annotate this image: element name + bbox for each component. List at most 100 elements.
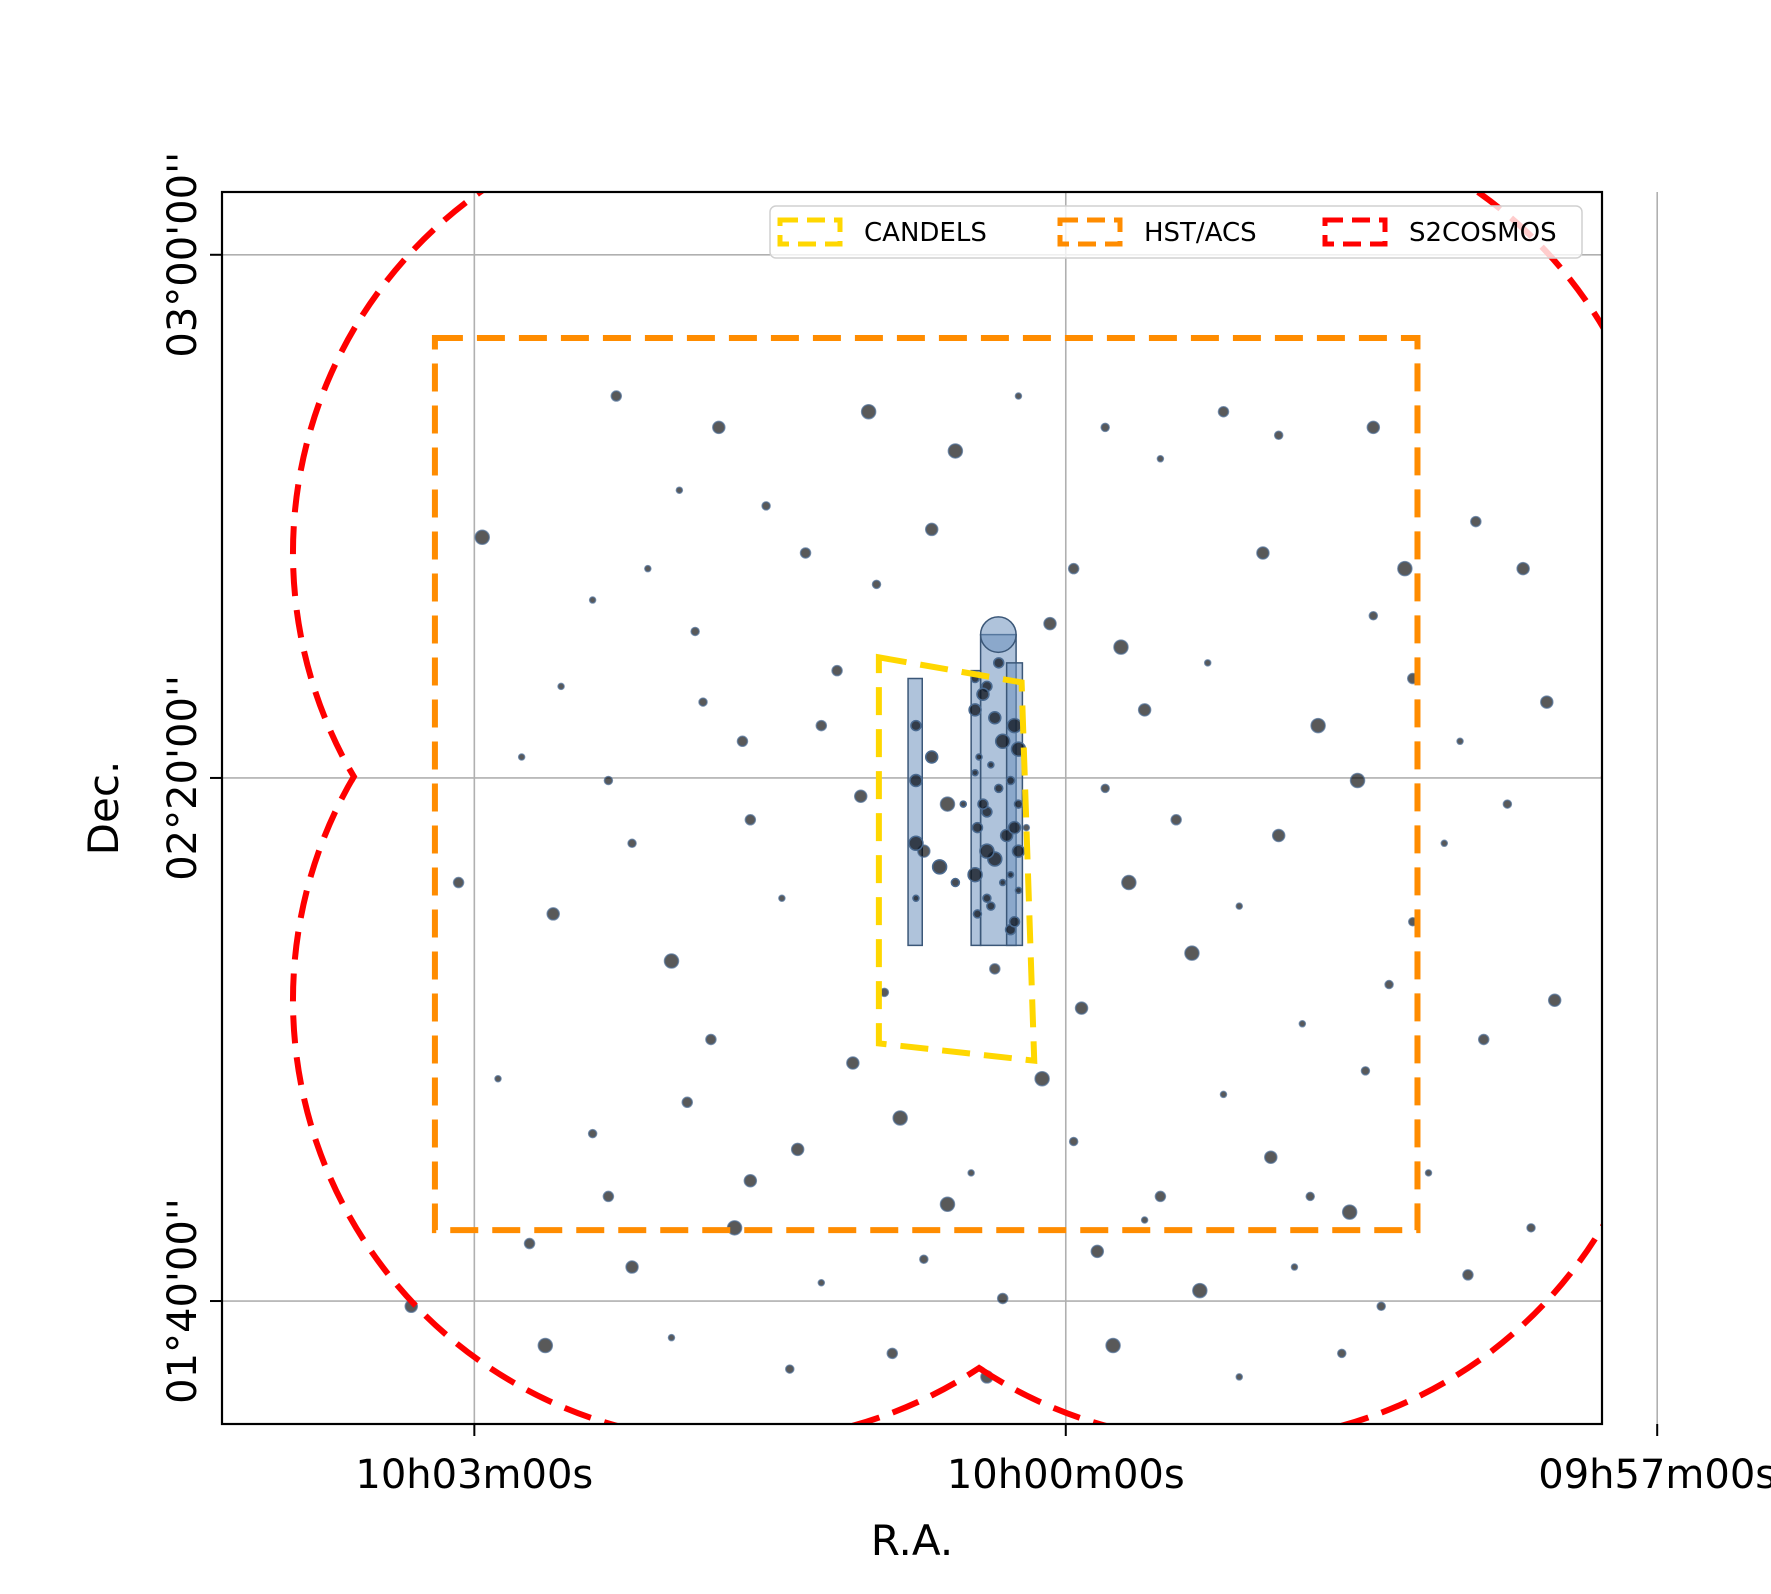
data-point xyxy=(1022,823,1031,832)
data-point xyxy=(831,664,843,677)
cluster-point xyxy=(1008,916,1021,928)
data-point xyxy=(1264,1150,1278,1164)
x-tick-label: 10h03m00s xyxy=(355,1452,593,1498)
region-hst-acs xyxy=(431,334,1421,1234)
data-point xyxy=(1184,945,1200,961)
cluster-point xyxy=(977,798,989,810)
cluster-point xyxy=(909,773,923,788)
cluster-point xyxy=(1006,717,1023,734)
data-point xyxy=(924,522,939,537)
plot-area xyxy=(290,192,1602,1424)
cluster-point xyxy=(993,783,1004,794)
data-point xyxy=(785,1364,795,1374)
data-point xyxy=(675,486,684,494)
data-point xyxy=(602,1190,615,1203)
data-point xyxy=(1397,560,1413,577)
data-point xyxy=(681,1096,694,1109)
data-point xyxy=(799,547,812,559)
region-candels xyxy=(875,653,1038,1065)
data-point xyxy=(712,420,726,435)
data-point xyxy=(474,529,490,546)
cluster-point xyxy=(998,878,1007,887)
data-point xyxy=(663,953,680,969)
cluster-point xyxy=(910,719,922,732)
data-point xyxy=(947,443,964,459)
cluster-point xyxy=(987,761,995,769)
data-point xyxy=(1043,616,1057,631)
cluster-point xyxy=(979,843,995,859)
cluster-point xyxy=(1007,820,1022,835)
data-point xyxy=(1154,1190,1167,1203)
data-point xyxy=(1068,1136,1079,1147)
data-point xyxy=(736,735,749,748)
cluster-point xyxy=(931,859,948,875)
data-point xyxy=(690,626,700,637)
x-tick-label: 10h00m00s xyxy=(947,1452,1185,1498)
data-point xyxy=(761,501,771,511)
data-point xyxy=(1516,561,1530,576)
data-point xyxy=(1337,1348,1347,1359)
data-point xyxy=(1470,515,1482,528)
data-point xyxy=(1368,610,1379,621)
data-point xyxy=(1384,979,1394,990)
data-point xyxy=(1217,405,1230,418)
data-point xyxy=(1305,1191,1315,1202)
data-point xyxy=(817,1279,826,1287)
data-point xyxy=(1203,659,1212,667)
cluster-point xyxy=(912,894,920,902)
cluster-point xyxy=(967,866,983,883)
data-point xyxy=(523,1237,536,1250)
y-tick-label: 02°20'00'' xyxy=(160,675,206,881)
x-axis-label: R.A. xyxy=(871,1516,953,1565)
cluster-point xyxy=(924,750,939,764)
data-point xyxy=(1477,1033,1490,1046)
data-point xyxy=(1366,420,1381,435)
legend-swatch xyxy=(1057,217,1123,247)
cluster-point xyxy=(950,877,961,888)
cluster-point xyxy=(971,768,979,777)
axis-ticks: 10h03m00s 10h00m00s 09h57m00s 01°40'00'' 02°… xyxy=(160,152,1771,1498)
cluster-point xyxy=(1011,844,1026,858)
legend-swatch xyxy=(1322,217,1388,247)
data-point xyxy=(743,1173,758,1188)
data-point xyxy=(790,1142,805,1157)
legend: CANDELS HST/ACS S2COSMOS xyxy=(769,205,1583,259)
data-point xyxy=(627,838,637,849)
data-point xyxy=(778,894,786,902)
data-point xyxy=(1140,1216,1149,1224)
cluster-point xyxy=(1006,870,1015,879)
data-point xyxy=(1310,717,1326,734)
legend-label: S2COSMOS xyxy=(1409,218,1557,248)
survey-regions xyxy=(290,192,1602,1424)
cluster-point xyxy=(975,753,983,761)
data-point xyxy=(939,796,956,812)
data-point xyxy=(1235,1373,1244,1381)
data-point xyxy=(587,1128,598,1139)
data-point xyxy=(1235,902,1244,910)
data-point xyxy=(989,963,1001,975)
legend-label: HST/ACS xyxy=(1144,218,1257,248)
data-point xyxy=(1192,1282,1208,1299)
data-point xyxy=(1349,772,1366,789)
data-point xyxy=(744,814,757,826)
cluster-point xyxy=(1013,799,1024,809)
data-point xyxy=(853,789,868,803)
y-tick-label: 01°40'00'' xyxy=(160,1198,206,1404)
y-tick-label: 03°00'00'' xyxy=(160,152,206,358)
data-point xyxy=(546,907,560,921)
data-point xyxy=(1137,703,1152,717)
cluster-point xyxy=(976,687,990,701)
data-point xyxy=(1360,1066,1371,1076)
cluster-point xyxy=(988,711,1002,725)
data-point xyxy=(698,697,708,707)
data-point xyxy=(588,596,597,604)
data-point xyxy=(919,1254,929,1264)
data-point xyxy=(1456,737,1464,746)
data-point xyxy=(967,1169,975,1177)
data-point xyxy=(517,753,526,761)
cluster-point xyxy=(999,828,1014,843)
coverage-blob xyxy=(907,677,924,947)
data-point xyxy=(1424,1169,1433,1177)
data-point xyxy=(939,1196,956,1213)
data-point xyxy=(452,876,465,889)
